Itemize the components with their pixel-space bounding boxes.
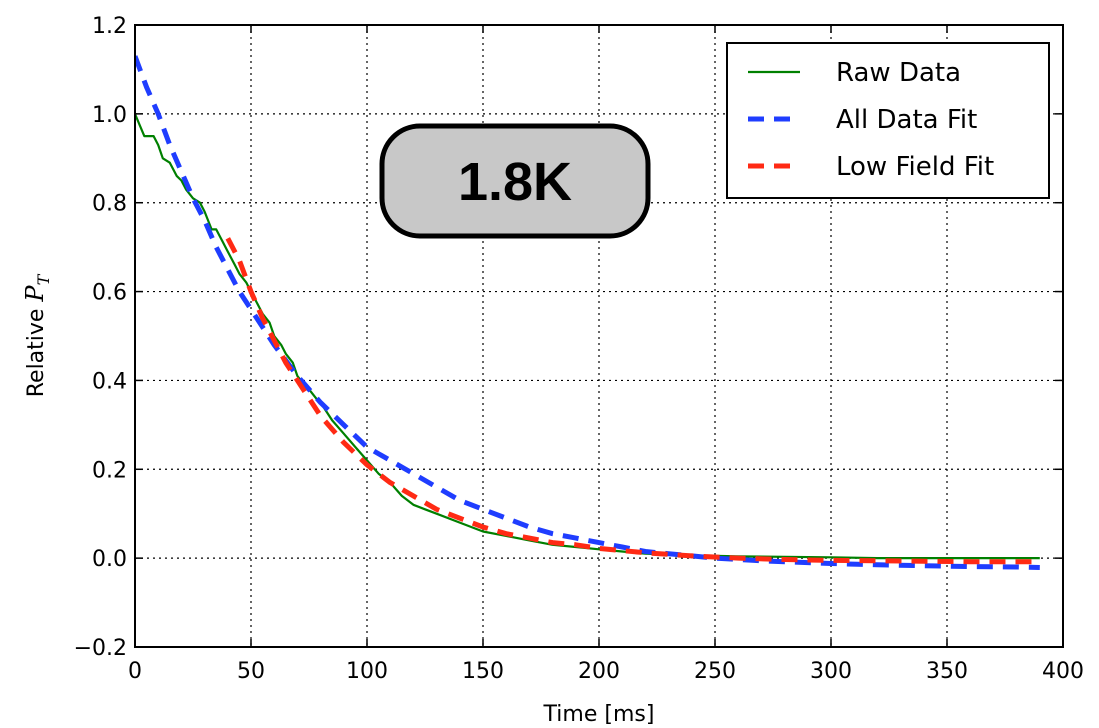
x-tick-label: 300 <box>810 659 852 684</box>
x-tick-label: 400 <box>1042 659 1084 684</box>
x-tick-label: 0 <box>128 659 142 684</box>
y-tick-label: 0.4 <box>92 369 127 394</box>
y-tick-label: 0.0 <box>92 547 127 572</box>
legend-label: All Data Fit <box>836 105 977 135</box>
series-group <box>135 55 1040 570</box>
legend: Raw Data All Data Fit Low Field Fit <box>726 42 1050 199</box>
legend-label: Raw Data <box>836 58 961 88</box>
annotation-label: 1.8K <box>458 152 572 212</box>
y-axis-label-symbol: P <box>21 285 49 303</box>
y-axis-label-subscript: T <box>34 273 53 285</box>
y-tick-label: 1.0 <box>92 103 127 128</box>
y-tick-label: 1.2 <box>92 14 127 39</box>
x-tick-label: 50 <box>237 659 265 684</box>
x-tick-label: 150 <box>462 659 504 684</box>
x-tick-label: 200 <box>578 659 620 684</box>
x-tick-label: 350 <box>926 659 968 684</box>
y-tick-label: 0.2 <box>92 458 127 483</box>
y-axis-label: Relative PT <box>21 273 53 397</box>
x-tick-label: 100 <box>346 659 388 684</box>
legend-label: Low Field Fit <box>836 152 994 182</box>
y-tick-label: 0.6 <box>92 281 127 306</box>
series-line-low-field-fit <box>225 237 1040 565</box>
x-tick-label: 250 <box>694 659 736 684</box>
annotation-badge-box <box>379 123 651 239</box>
y-tick-label: −0.2 <box>74 636 127 661</box>
x-axis-label: Time [ms] <box>543 702 655 727</box>
annotation-badge: 1.8K <box>379 123 651 239</box>
y-axis-label-prefix: Relative <box>24 302 49 398</box>
y-tick-label: 0.8 <box>92 192 127 217</box>
axis-ticks: 0 50 100 150 200 250 300 350 400 −0.2 0.0 0.2 0.4 0.6… <box>74 14 1084 684</box>
